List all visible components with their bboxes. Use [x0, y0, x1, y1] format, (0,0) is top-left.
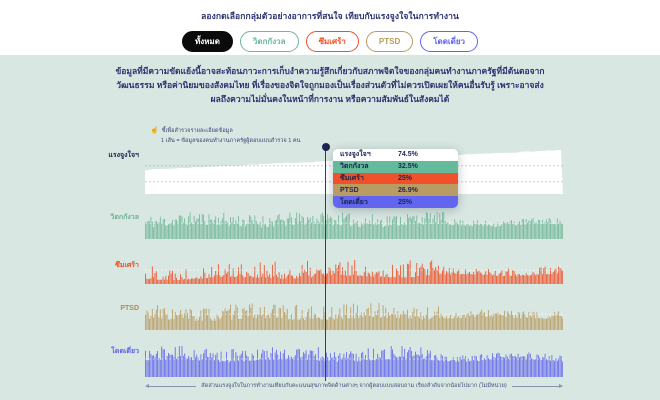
filter-button-loneliness[interactable]: โดดเดี่ยว — [420, 31, 479, 52]
filter-button-depression[interactable]: ซึมเศร้า — [305, 31, 359, 52]
filter-button-all[interactable]: ทั้งหมด — [181, 31, 233, 52]
filter-button-group: ทั้งหมด วิตกกังวล ซึมเศร้า PTSD โดดเดี่ยว — [0, 31, 660, 52]
x-axis: สัดส่วนแรงจูงใจในการทำงานเทียบกับคะแนนสุ… — [145, 382, 563, 390]
axis-line-left — [149, 385, 197, 387]
tooltip-row-label: แรงจูงใจฯ — [340, 151, 371, 159]
tooltip-row-label: วิตกกังวล — [340, 163, 369, 171]
tooltip-row-value: 32.5% — [398, 163, 418, 171]
strip-row-ptsd[interactable] — [145, 303, 563, 330]
filter-button-anxiety[interactable]: วิตกกังวล — [239, 31, 299, 52]
chart-tooltip: แรงจูงใจฯ 74.5% วิตกกังวล 32.5% ซึมเศร้า 25% P… — [333, 149, 458, 208]
filter-button-ptsd[interactable]: PTSD — [365, 31, 414, 52]
tooltip-row-value: 74.5% — [398, 151, 418, 159]
strip-row-anxiety[interactable] — [145, 212, 563, 239]
tooltip-row-motivation: แรงจูงใจฯ 74.5% — [333, 149, 458, 161]
x-axis-label: สัดส่วนแรงจูงใจในการทำงานเทียบกับคะแนนสุ… — [201, 383, 507, 389]
tooltip-row-ptsd: PTSD 26.9% — [333, 184, 458, 197]
tooltip-row-value: 26.9% — [398, 186, 418, 194]
strip-chart: แรงจูงใจฯ วิตกกังวล ซึมเศร้า PTSD โดดเดี่ยวแ… — [108, 143, 563, 381]
tooltip-row-value: 25% — [398, 198, 413, 206]
tooltip-row-label: โดดเดี่ยว — [340, 198, 368, 206]
pointer-hand-icon: ☝ — [150, 127, 159, 134]
tooltip-row-anxiety: วิตกกังวล 32.5% — [333, 160, 458, 173]
chart-hint: ☝ ชี้เพื่อสำรวจรายละเอียดข้อมูล 1 เส้น =… — [150, 126, 300, 146]
axis-arrow-right-icon — [559, 384, 563, 388]
hint-line-1: ชี้เพื่อสำรวจรายละเอียดข้อมูล — [161, 128, 233, 135]
strip-svg-anxiety — [145, 212, 563, 239]
row-label-ptsd: PTSD — [120, 305, 139, 312]
row-label-depression: ซึมเศร้า — [115, 262, 139, 269]
row-label-motivation: แรงจูงใจฯ — [108, 152, 139, 159]
strip-row-depression[interactable] — [145, 260, 563, 284]
strip-row-loneliness[interactable] — [145, 346, 563, 377]
page-title: ลองกดเลือกกลุ่มตัวอย่างอาการที่สนใจ เทีย… — [201, 11, 459, 21]
strip-svg-depression — [145, 260, 563, 284]
chart-section: ข้อมูลที่มีความขัดแย้งนี้อาจสะท้อนภาวะกา… — [0, 55, 660, 400]
strip-svg-loneliness — [145, 346, 563, 377]
hint-line-2: 1 เส้น = ข้อมูลของคนทำงานภาครัฐผู้ตอบแบบ… — [161, 137, 301, 144]
axis-arrow-left-icon — [145, 384, 149, 388]
row-label-loneliness: โดดเดี่ยว — [111, 348, 139, 355]
axis-line-right — [511, 385, 559, 387]
body-paragraph: ข้อมูลที่มีความขัดแย้งนี้อาจสะท้อนภาวะกา… — [115, 66, 545, 104]
tooltip-row-label: ซึมเศร้า — [340, 174, 364, 182]
tooltip-row-depression: ซึมเศร้า 25% — [333, 172, 458, 185]
hover-cursor-dot — [321, 143, 330, 151]
header: ลองกดเลือกกลุ่มตัวอย่างอาการที่สนใจ เทีย… — [0, 0, 660, 55]
tooltip-row-value: 25% — [398, 174, 413, 182]
tooltip-row-loneliness: โดดเดี่ยว 25% — [333, 196, 458, 208]
row-label-anxiety: วิตกกังวล — [110, 214, 139, 221]
hover-cursor-line — [325, 147, 326, 381]
strip-svg-ptsd — [145, 303, 563, 330]
tooltip-row-label: PTSD — [340, 186, 359, 194]
